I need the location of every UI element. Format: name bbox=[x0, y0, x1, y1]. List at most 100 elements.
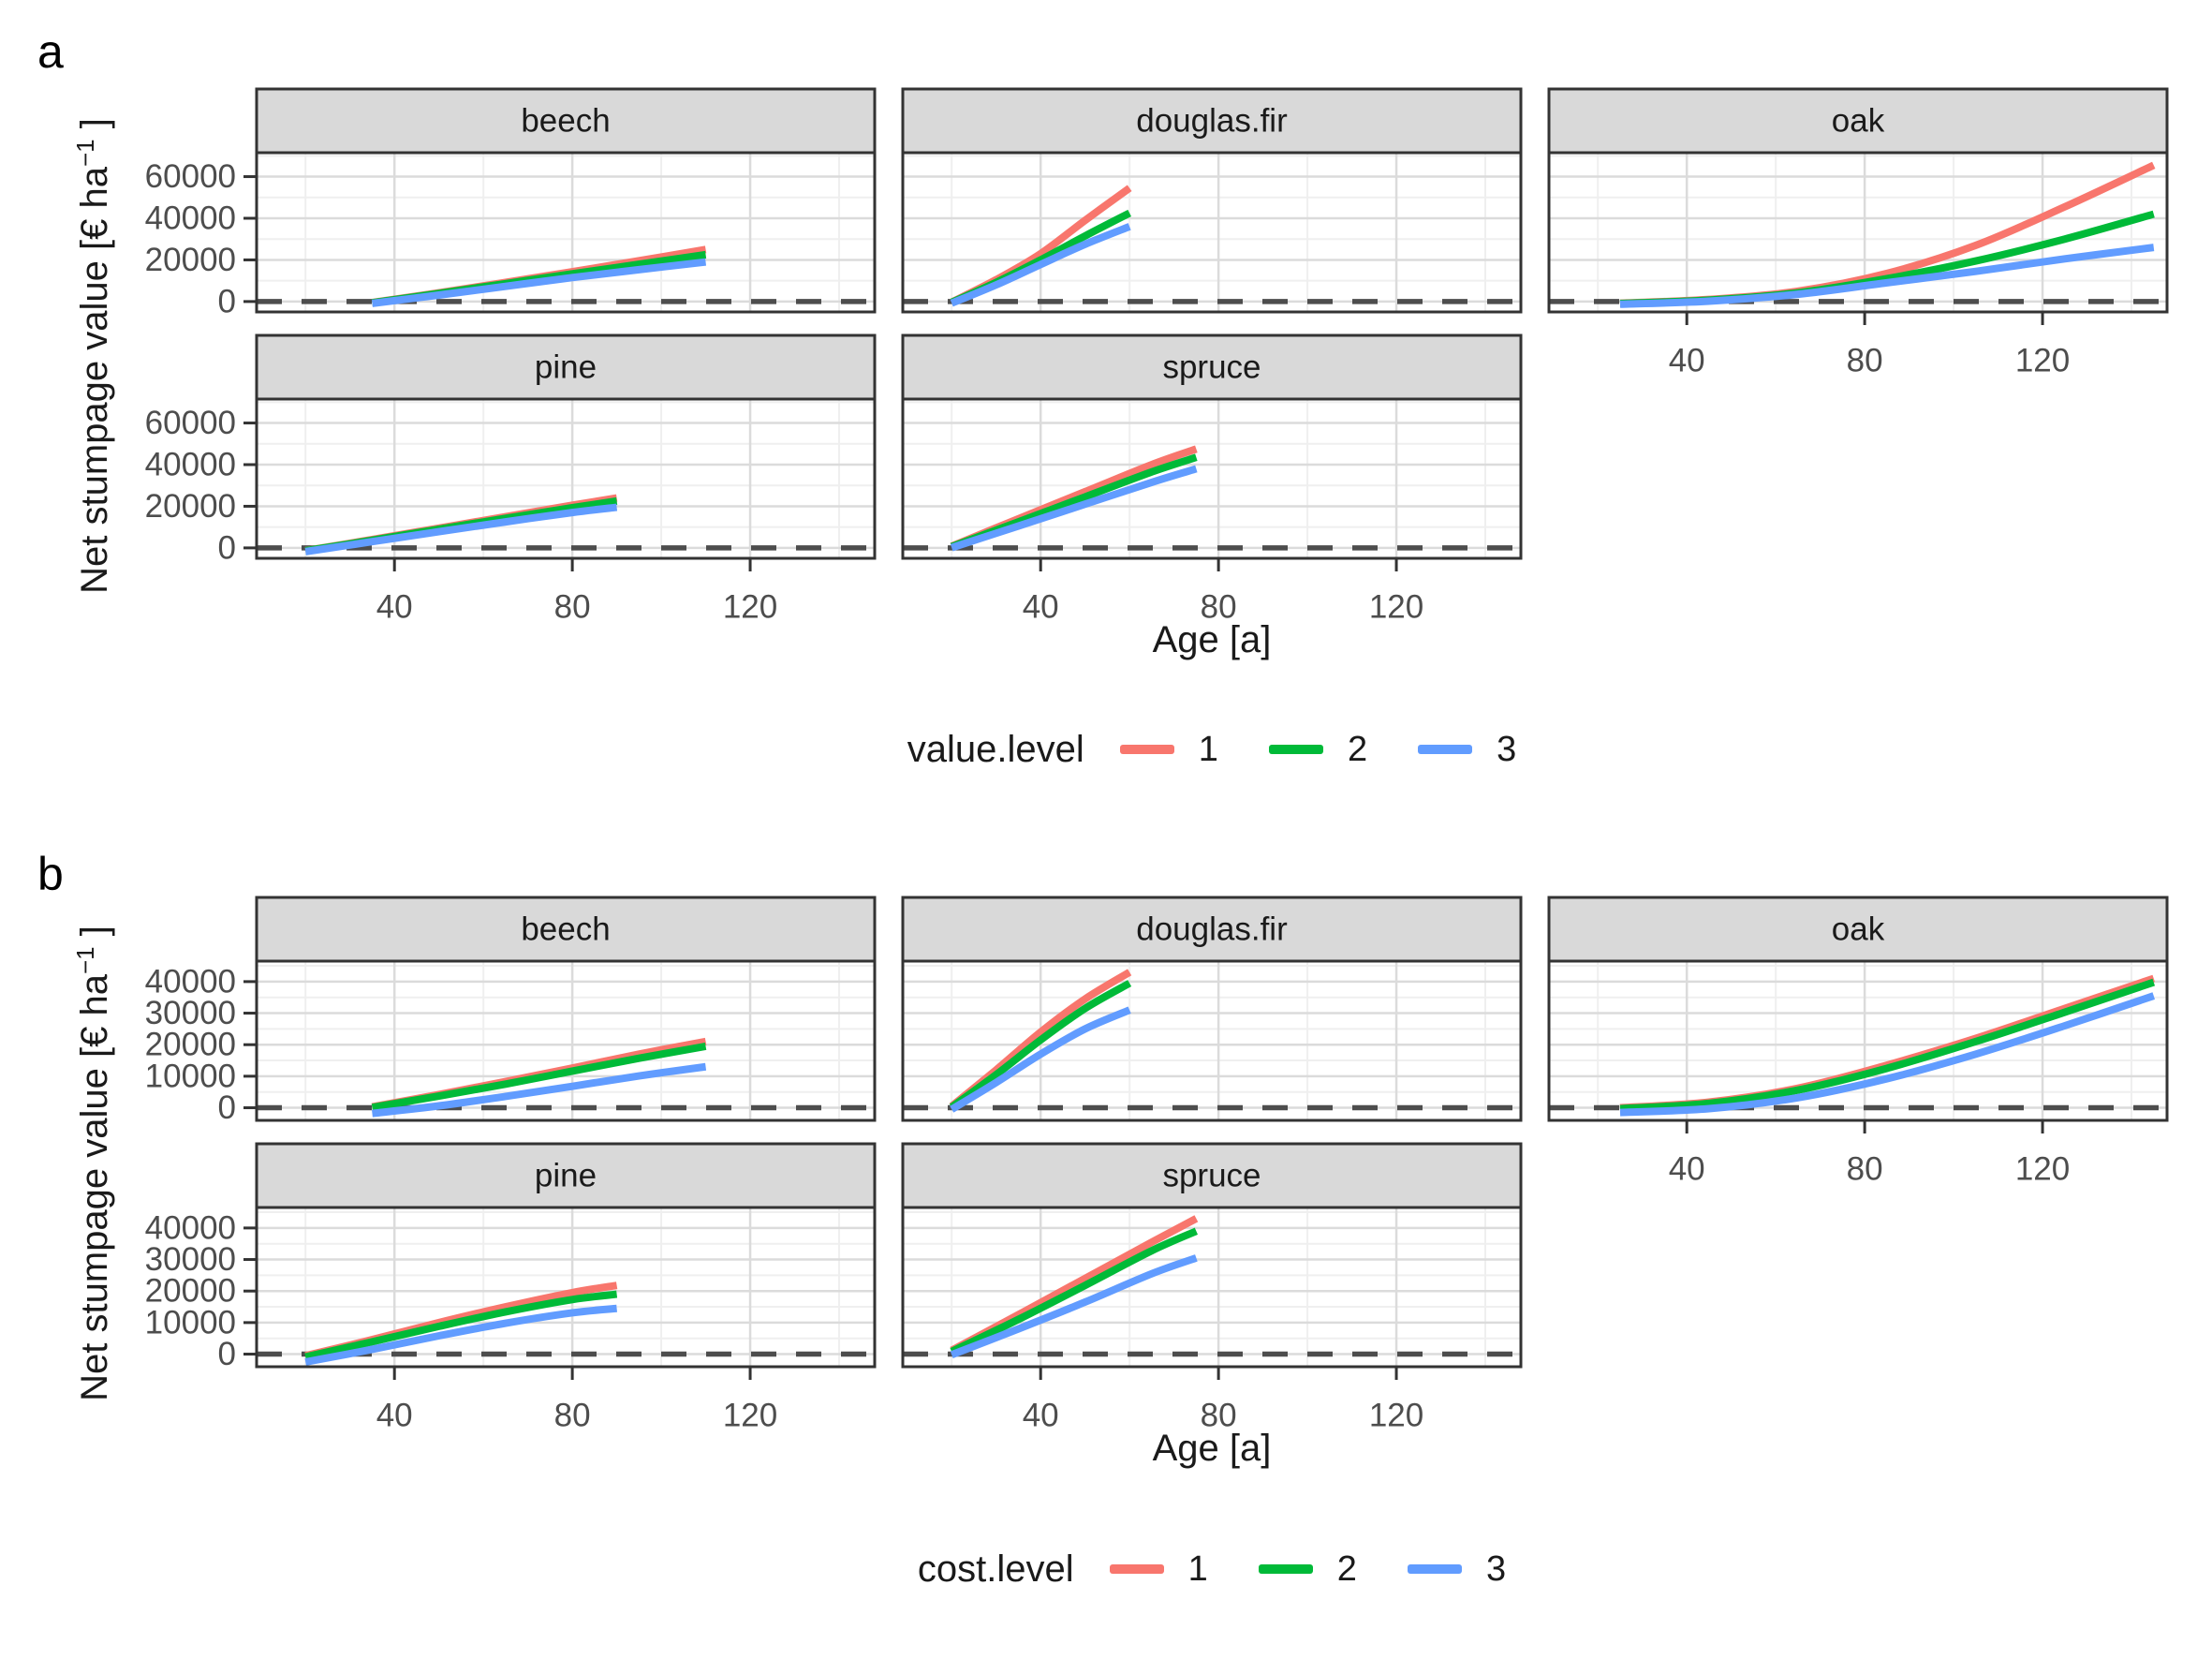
legend-a-title: value.level bbox=[907, 728, 1084, 770]
facet-strip-oak bbox=[1547, 896, 2169, 963]
legend-b-entry-1: 1 bbox=[1109, 1548, 1208, 1590]
x-tick-label: 120 bbox=[723, 589, 777, 626]
facet-strip-label-pine: pine bbox=[535, 1158, 597, 1194]
x-tick-label: 120 bbox=[1369, 589, 1423, 626]
y-axis-title-a-sup: −1 bbox=[70, 139, 99, 168]
legend-a-entry-3: 3 bbox=[1418, 730, 1516, 770]
series-lines bbox=[1619, 974, 2156, 1117]
facet-strip-douglas.fir bbox=[901, 87, 1523, 155]
legend-a-key-3-swatch bbox=[1418, 745, 1473, 754]
facet-spruce-b: spruce 40 80 120 bbox=[901, 1142, 1523, 1434]
x-tick-label: 80 bbox=[554, 1398, 591, 1434]
y-tick-label: 0 bbox=[218, 529, 236, 566]
facet-strip-label-beech: beech bbox=[521, 911, 610, 948]
facet-strip-beech bbox=[255, 87, 877, 155]
x-tick-label: 40 bbox=[1023, 1398, 1059, 1434]
legend-a-entry-2: 2 bbox=[1268, 729, 1368, 770]
legend-a-key-2-swatch bbox=[1268, 745, 1323, 754]
legend-b-label-2: 2 bbox=[1336, 1548, 1357, 1589]
facet-strip-label-spruce: spruce bbox=[1162, 1158, 1261, 1194]
legend-b-entry-3: 3 bbox=[1407, 1549, 1506, 1590]
facet-beech-a: beech 0 20000 40000 60000 bbox=[145, 87, 877, 319]
facet-strip-spruce bbox=[901, 333, 1523, 401]
x-tick-label: 80 bbox=[1847, 1151, 1883, 1188]
x-tick-label: 80 bbox=[1201, 1398, 1237, 1434]
series-lines bbox=[304, 1281, 618, 1366]
y-axis-title-b: Net stumpage value [€ ha−1 ] bbox=[71, 926, 116, 1401]
series-lines bbox=[950, 445, 1198, 552]
facet-strip-douglas.fir bbox=[901, 896, 1523, 963]
facet-strip-beech bbox=[255, 896, 877, 963]
y-axis-title-a-close: ] bbox=[74, 118, 116, 140]
line-level-3 bbox=[304, 503, 618, 555]
line-level-2 bbox=[371, 1042, 707, 1112]
line-level-2 bbox=[950, 1227, 1198, 1355]
x-tick-label: 120 bbox=[723, 1398, 777, 1434]
facet-strip-spruce bbox=[901, 1142, 1523, 1209]
x-tick-label: 120 bbox=[2015, 1151, 2070, 1188]
facet-strip-label-pine: pine bbox=[535, 349, 597, 386]
y-tick-label: 40000 bbox=[145, 963, 236, 1000]
y-tick-label: 40000 bbox=[145, 1209, 236, 1246]
x-tick-label: 80 bbox=[1847, 343, 1883, 379]
series-lines bbox=[371, 1037, 707, 1118]
line-level-3 bbox=[950, 1254, 1198, 1358]
line-level-3 bbox=[372, 1062, 707, 1118]
x-axis-title-b: Age [a] bbox=[1152, 1428, 1272, 1469]
legend-a-label-1: 1 bbox=[1198, 729, 1218, 769]
panel-b-letter: b bbox=[37, 848, 64, 900]
y-tick-label: 60000 bbox=[145, 405, 236, 441]
series-lines bbox=[949, 969, 1132, 1113]
facet-oak-a: oak 40 80 120 bbox=[1547, 87, 2169, 379]
legend-b-label-1: 1 bbox=[1187, 1548, 1208, 1589]
x-tick-label: 80 bbox=[554, 589, 591, 626]
x-tick-label: 40 bbox=[376, 1398, 413, 1434]
line-level-3 bbox=[1619, 992, 2156, 1117]
x-tick-label: 40 bbox=[1669, 343, 1705, 379]
x-tick-label: 40 bbox=[1669, 1151, 1705, 1188]
line-level-3 bbox=[950, 223, 1131, 307]
series-lines bbox=[1619, 161, 2156, 308]
legend-a-label-2: 2 bbox=[1347, 729, 1368, 769]
legend-cost-level: cost.level 1 2 3 bbox=[257, 1544, 2167, 1594]
legend-a-key-1-swatch bbox=[1119, 745, 1174, 754]
y-tick-label: 40000 bbox=[145, 200, 236, 237]
line-level-2 bbox=[949, 980, 1132, 1111]
x-tick-label: 40 bbox=[1023, 589, 1059, 626]
y-tick-label: 0 bbox=[218, 283, 236, 319]
facet-strip-oak bbox=[1547, 87, 2169, 155]
y-tick-label: 30000 bbox=[145, 995, 236, 1031]
panel-a-letter: a bbox=[37, 25, 64, 78]
y-tick-label: 20000 bbox=[145, 1273, 236, 1310]
facet-oak-b: oak 40 80 120 bbox=[1547, 896, 2169, 1188]
series-lines bbox=[950, 1215, 1199, 1358]
y-axis-title-b-text: Net stumpage value [€ ha bbox=[74, 974, 116, 1401]
line-level-2 bbox=[1619, 978, 2156, 1113]
facet-strip-label-spruce: spruce bbox=[1162, 349, 1261, 386]
y-tick-label: 20000 bbox=[145, 1027, 236, 1063]
facet-strip-pine bbox=[255, 1142, 877, 1209]
facet-strip-label-oak: oak bbox=[1832, 911, 1885, 948]
legend-a-label-3: 3 bbox=[1497, 729, 1517, 769]
x-tick-label: 120 bbox=[2015, 343, 2070, 379]
x-tick-label: 120 bbox=[1369, 1398, 1423, 1434]
series-lines bbox=[304, 494, 618, 555]
line-level-3 bbox=[1619, 244, 2155, 308]
legend-b-title: cost.level bbox=[917, 1548, 1074, 1590]
legend-value-level: value.level 1 2 3 bbox=[257, 724, 2167, 775]
y-tick-label: 60000 bbox=[145, 158, 236, 195]
legend-b-key-3-swatch bbox=[1407, 1564, 1462, 1574]
line-level-3 bbox=[304, 1304, 618, 1366]
facet-strip-label-beech: beech bbox=[521, 103, 610, 140]
y-tick-label: 20000 bbox=[145, 242, 236, 278]
line-level-2 bbox=[304, 1290, 618, 1361]
facet-spruce-a: spruce 40 80 120 bbox=[901, 333, 1523, 626]
y-tick-label: 0 bbox=[218, 1089, 236, 1126]
facet-pine-a: pine 0 20000 40000 60000 40 80 120 bbox=[145, 333, 877, 626]
y-tick-label: 30000 bbox=[145, 1241, 236, 1278]
facet-strip-pine bbox=[255, 333, 877, 401]
